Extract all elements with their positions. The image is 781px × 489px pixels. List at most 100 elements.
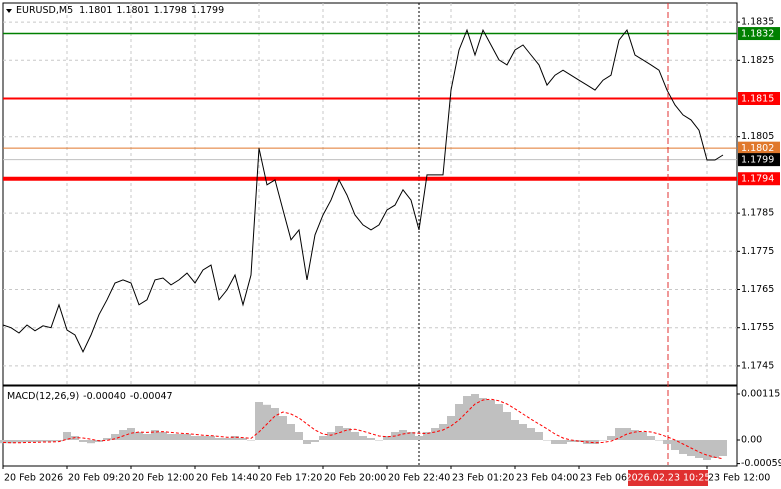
level-label: 1.1815: [741, 94, 774, 105]
histogram-bar: [599, 440, 607, 441]
histogram-bar: [231, 436, 239, 440]
y-tick-label: 0.00115: [741, 389, 780, 400]
histogram-bar: [551, 440, 559, 444]
histogram-bar: [103, 438, 111, 440]
histogram-bar: [719, 440, 727, 456]
y-tick-label: 1.1805: [741, 131, 774, 142]
histogram-bar: [503, 412, 511, 440]
symbol: EURUSD,M5: [16, 5, 73, 16]
histogram-bar: [559, 440, 567, 444]
x-tick-label: 20 Feb 17:20: [260, 473, 322, 484]
histogram-bar: [447, 416, 455, 440]
histogram-bar: [535, 432, 543, 440]
level-label: 1.1794: [741, 174, 774, 185]
histogram-bar: [135, 432, 143, 440]
histogram-bar: [607, 436, 615, 440]
histogram-bar: [407, 432, 415, 440]
histogram-bar: [679, 440, 687, 454]
y-tick-label: 1.1835: [741, 17, 774, 28]
indicator: MACD(12,26,9): [7, 391, 79, 402]
level-label-box: [738, 141, 780, 155]
histogram-bar: [15, 440, 23, 443]
histogram-bar: [119, 430, 127, 440]
histogram-bar: [399, 430, 407, 440]
histogram-bar: [239, 438, 247, 440]
histogram-bar: [631, 430, 639, 440]
histogram-bar: [215, 438, 223, 440]
x-tick-label: 20 Feb 09:20: [68, 473, 130, 484]
histogram-bar: [695, 440, 703, 458]
histogram-bar: [511, 420, 519, 440]
histogram-bar: [199, 436, 207, 440]
histogram-bar: [127, 428, 135, 440]
y-tick-label: 0.00: [741, 435, 762, 446]
x-tick-label: 20 Feb 22:40: [388, 473, 450, 484]
histogram-bar: [567, 440, 575, 442]
histogram-bar: [167, 434, 175, 440]
histogram-bar: [39, 440, 47, 442]
histogram-bar: [351, 432, 359, 440]
histogram-bar: [663, 440, 671, 444]
cursor-label: 2026.02.23 10:25: [626, 473, 711, 484]
y-tick-label: 1.1775: [741, 246, 774, 257]
ohlc-value: 1.1801: [116, 5, 149, 16]
series-line: [2, 398, 724, 460]
histogram-bar: [223, 438, 231, 440]
histogram-bar: [111, 434, 119, 440]
histogram-bar: [375, 440, 383, 441]
histogram-bar: [7, 440, 15, 444]
y-tick-label: 1.1765: [741, 284, 774, 295]
histogram-bar: [615, 428, 623, 440]
histogram-bar: [255, 402, 263, 440]
histogram-bar: [639, 432, 647, 440]
histogram-bar: [303, 440, 311, 444]
histogram-bar: [431, 428, 439, 440]
histogram-bar: [159, 432, 167, 440]
histogram-bar: [335, 426, 343, 440]
x-tick-label: 23 Feb 12:00: [708, 473, 770, 484]
y-tick-label: -0.00059: [741, 458, 781, 469]
histogram-bar: [367, 438, 375, 440]
histogram-bar: [519, 424, 527, 440]
level-label-box: [738, 153, 780, 167]
x-tick-label: 23 Feb 06:40: [580, 473, 642, 484]
histogram-bar: [151, 430, 159, 440]
histogram-bar: [591, 440, 599, 444]
price-pane: [2, 2, 738, 386]
histogram-bar: [143, 434, 151, 440]
histogram-bar: [175, 434, 183, 440]
histogram-bar: [295, 432, 303, 440]
x-tick-label: 20 Feb 2026: [4, 473, 63, 484]
x-tick-label: 23 Feb 04:00: [516, 473, 578, 484]
level-label: 1.1802: [741, 143, 774, 154]
histogram-bar: [647, 436, 655, 440]
histogram-bar: [247, 440, 255, 441]
histogram-bar: [79, 440, 87, 442]
histogram-bar: [271, 408, 279, 440]
y-tick-label: 1.1745: [741, 360, 774, 371]
histogram-bar: [463, 396, 471, 440]
histogram-bar: [703, 440, 711, 460]
histogram-bar: [31, 440, 39, 442]
level-label: 1.1832: [741, 29, 774, 40]
y-tick-label: 1.1785: [741, 208, 774, 219]
macd-value: -0.00047: [130, 391, 173, 402]
ohlc-value: 1.1798: [154, 5, 187, 16]
histogram-bar: [671, 440, 679, 450]
histogram-bar: [63, 432, 71, 440]
histogram-bar: [479, 398, 487, 440]
ohlc-value: 1.1801: [79, 5, 112, 16]
histogram-bar: [415, 436, 423, 440]
level-label: 1.1799: [741, 155, 774, 166]
x-tick-label: 23 Feb 01:20: [452, 473, 514, 484]
histogram-bar: [439, 424, 447, 440]
level-label-box: [738, 27, 780, 41]
histogram-bar: [55, 440, 63, 442]
histogram-bar: [263, 404, 271, 440]
macd-header: MACD(12,26,9) -0.00040 -0.00047: [7, 391, 173, 402]
histogram-bar: [191, 436, 199, 440]
macd-value: -0.00040: [83, 391, 126, 402]
histogram-bar: [471, 394, 479, 440]
